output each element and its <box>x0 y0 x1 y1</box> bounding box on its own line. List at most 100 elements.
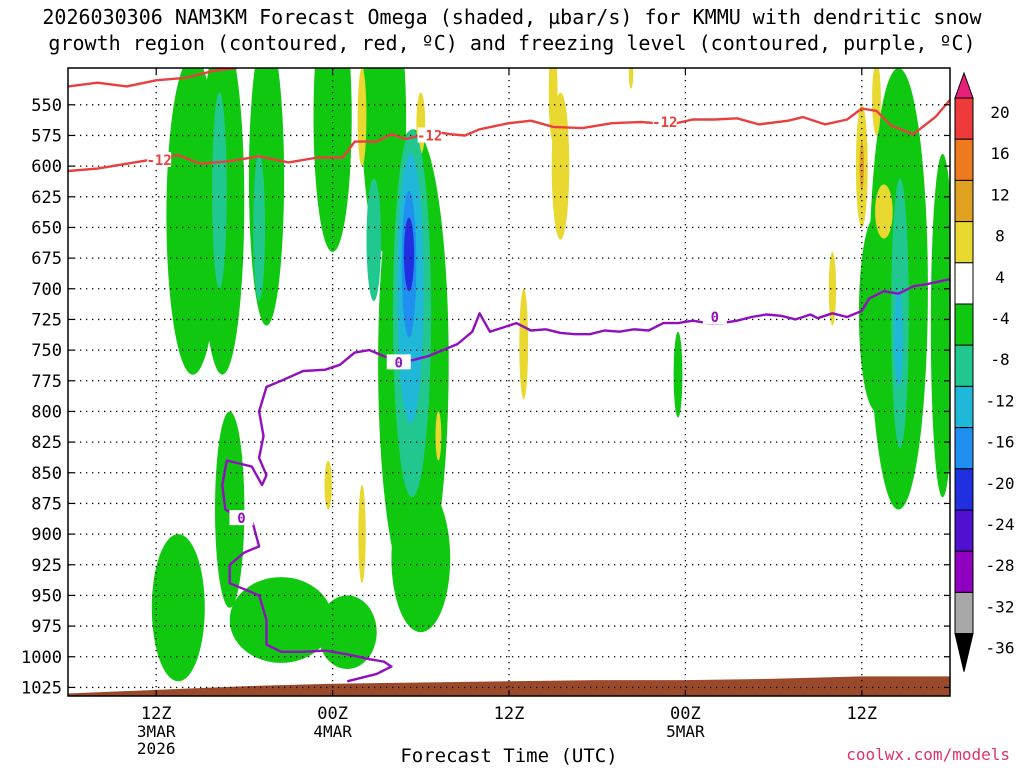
colorbar-bin <box>954 262 974 305</box>
y-tick-label: 550 <box>31 96 62 116</box>
colorbar-bin <box>954 221 974 264</box>
x-axis-label: Forecast Time (UTC) <box>400 745 617 767</box>
chart-title: 2026030306 NAM3KM Forecast Omega (shaded… <box>0 4 1024 56</box>
freezing-contour-label-bg <box>386 354 411 370</box>
dgz-minus12-contour-upper <box>68 68 238 88</box>
dgz-contour-label: -12 <box>417 128 442 144</box>
colorbar-bin <box>954 303 974 346</box>
dgz-contour-label: -12 <box>652 115 677 131</box>
contour-lines: -12 -12 -12 0 0 0 <box>68 68 950 683</box>
x-tick-year: 2026 <box>137 739 176 758</box>
omega-region <box>872 68 881 136</box>
omega-region <box>253 153 265 302</box>
colorbar-label: -8 <box>990 350 1009 369</box>
freezing-contour-label: 0 <box>237 511 245 527</box>
omega-region <box>212 92 227 289</box>
omega-region <box>366 178 382 301</box>
x-tick-label: 12Z <box>141 704 172 724</box>
y-tick-label: 700 <box>31 280 62 300</box>
colorbar-bin <box>954 591 974 635</box>
omega-region <box>391 484 451 633</box>
omega-region <box>859 141 864 191</box>
dgz-contour-label: -12 <box>146 153 171 169</box>
omega-region <box>930 153 950 498</box>
colorbar-bin <box>954 550 974 593</box>
x-tick-label: 00Z <box>317 704 348 724</box>
source-credit: coolwx.com/models <box>846 745 1010 764</box>
omega-region <box>248 68 285 326</box>
colorbar-bin <box>954 97 974 140</box>
y-axis: 550 575 600 625 650 675 700 725 750 775 800 825 850 8… <box>21 96 950 698</box>
freezing-contour-label-bg <box>702 308 727 324</box>
colorbar-label: 20 <box>990 103 1009 122</box>
colorbar-label: -24 <box>986 515 1015 534</box>
colorbar: 20 16 12 8 4 -4 -8 -12 -16 -20 -24 -28 -32 -36 <box>954 71 1015 672</box>
colorbar-label: 4 <box>995 268 1005 287</box>
y-tick-label: 925 <box>31 556 62 576</box>
colorbar-label: -20 <box>986 474 1015 493</box>
y-tick-label: 900 <box>31 525 62 545</box>
omega-region <box>403 217 415 292</box>
x-tick-label: 12Z <box>846 704 877 724</box>
omega-region <box>875 184 893 239</box>
omega-region <box>435 411 442 461</box>
colorbar-bin <box>954 344 974 387</box>
colorbar-label: -16 <box>986 433 1015 452</box>
colorbar-label: -4 <box>990 309 1009 328</box>
freezing-contour-label: 0 <box>711 310 719 326</box>
omega-region <box>894 288 903 387</box>
y-tick-label: 950 <box>31 586 62 606</box>
y-tick-label: 625 <box>31 188 62 208</box>
colorbar-label: 8 <box>995 227 1005 246</box>
colorbar-bin <box>954 468 974 511</box>
colorbar-label: -28 <box>986 556 1015 575</box>
y-tick-label: 775 <box>31 372 62 392</box>
colorbar-bin <box>954 427 974 470</box>
colorbar-label: -12 <box>986 391 1015 410</box>
colorbar-label: 12 <box>990 185 1009 204</box>
dgz-contour-label-bg <box>417 127 442 143</box>
omega-region <box>519 288 529 400</box>
y-tick-label: 575 <box>31 126 62 146</box>
x-tick-date: 5MAR <box>666 722 705 741</box>
y-tick-label: 825 <box>31 433 62 453</box>
chart-title-line2: growth region (contoured, red, ºC) and f… <box>48 31 976 55</box>
chart-title-line1: 2026030306 NAM3KM Forecast Omega (shaded… <box>42 5 982 29</box>
colorbar-top-arrow <box>954 71 974 99</box>
x-tick-date: 4MAR <box>313 722 352 741</box>
y-tick-label: 650 <box>31 218 62 238</box>
dgz-minus12-contour <box>68 99 950 173</box>
colorbar-label: -36 <box>986 639 1015 658</box>
dgz-contour-label-bg <box>147 151 172 167</box>
freezing-contour-label-bg <box>229 510 254 526</box>
y-tick-label: 800 <box>31 402 62 422</box>
colorbar-bin <box>954 385 974 429</box>
y-tick-label: 850 <box>31 464 62 484</box>
omega-region <box>357 68 367 167</box>
y-tick-label: 875 <box>31 494 62 514</box>
y-tick-label: 1025 <box>21 678 62 698</box>
omega-region <box>151 534 205 682</box>
x-tick-label: 12Z <box>494 704 525 724</box>
omega-field <box>151 68 950 682</box>
y-tick-label: 725 <box>31 310 62 330</box>
colorbar-bin <box>954 509 974 552</box>
omega-region <box>229 577 333 663</box>
y-tick-label: 675 <box>31 249 62 269</box>
y-tick-label: 1000 <box>21 648 62 668</box>
x-tick-date: 3MAR <box>137 722 176 741</box>
x-tick-label: 00Z <box>670 704 701 724</box>
omega-region <box>324 460 332 510</box>
colorbar-label: 16 <box>990 144 1009 163</box>
omega-region <box>858 215 895 412</box>
y-tick-label: 975 <box>31 617 62 637</box>
y-tick-label: 750 <box>31 341 62 361</box>
colorbar-bin <box>954 138 974 181</box>
omega-region <box>628 68 634 89</box>
omega-region <box>313 68 352 252</box>
colorbar-bin <box>954 179 974 223</box>
freezing-contour-label: 0 <box>395 355 403 371</box>
y-tick-label: 600 <box>31 157 62 177</box>
